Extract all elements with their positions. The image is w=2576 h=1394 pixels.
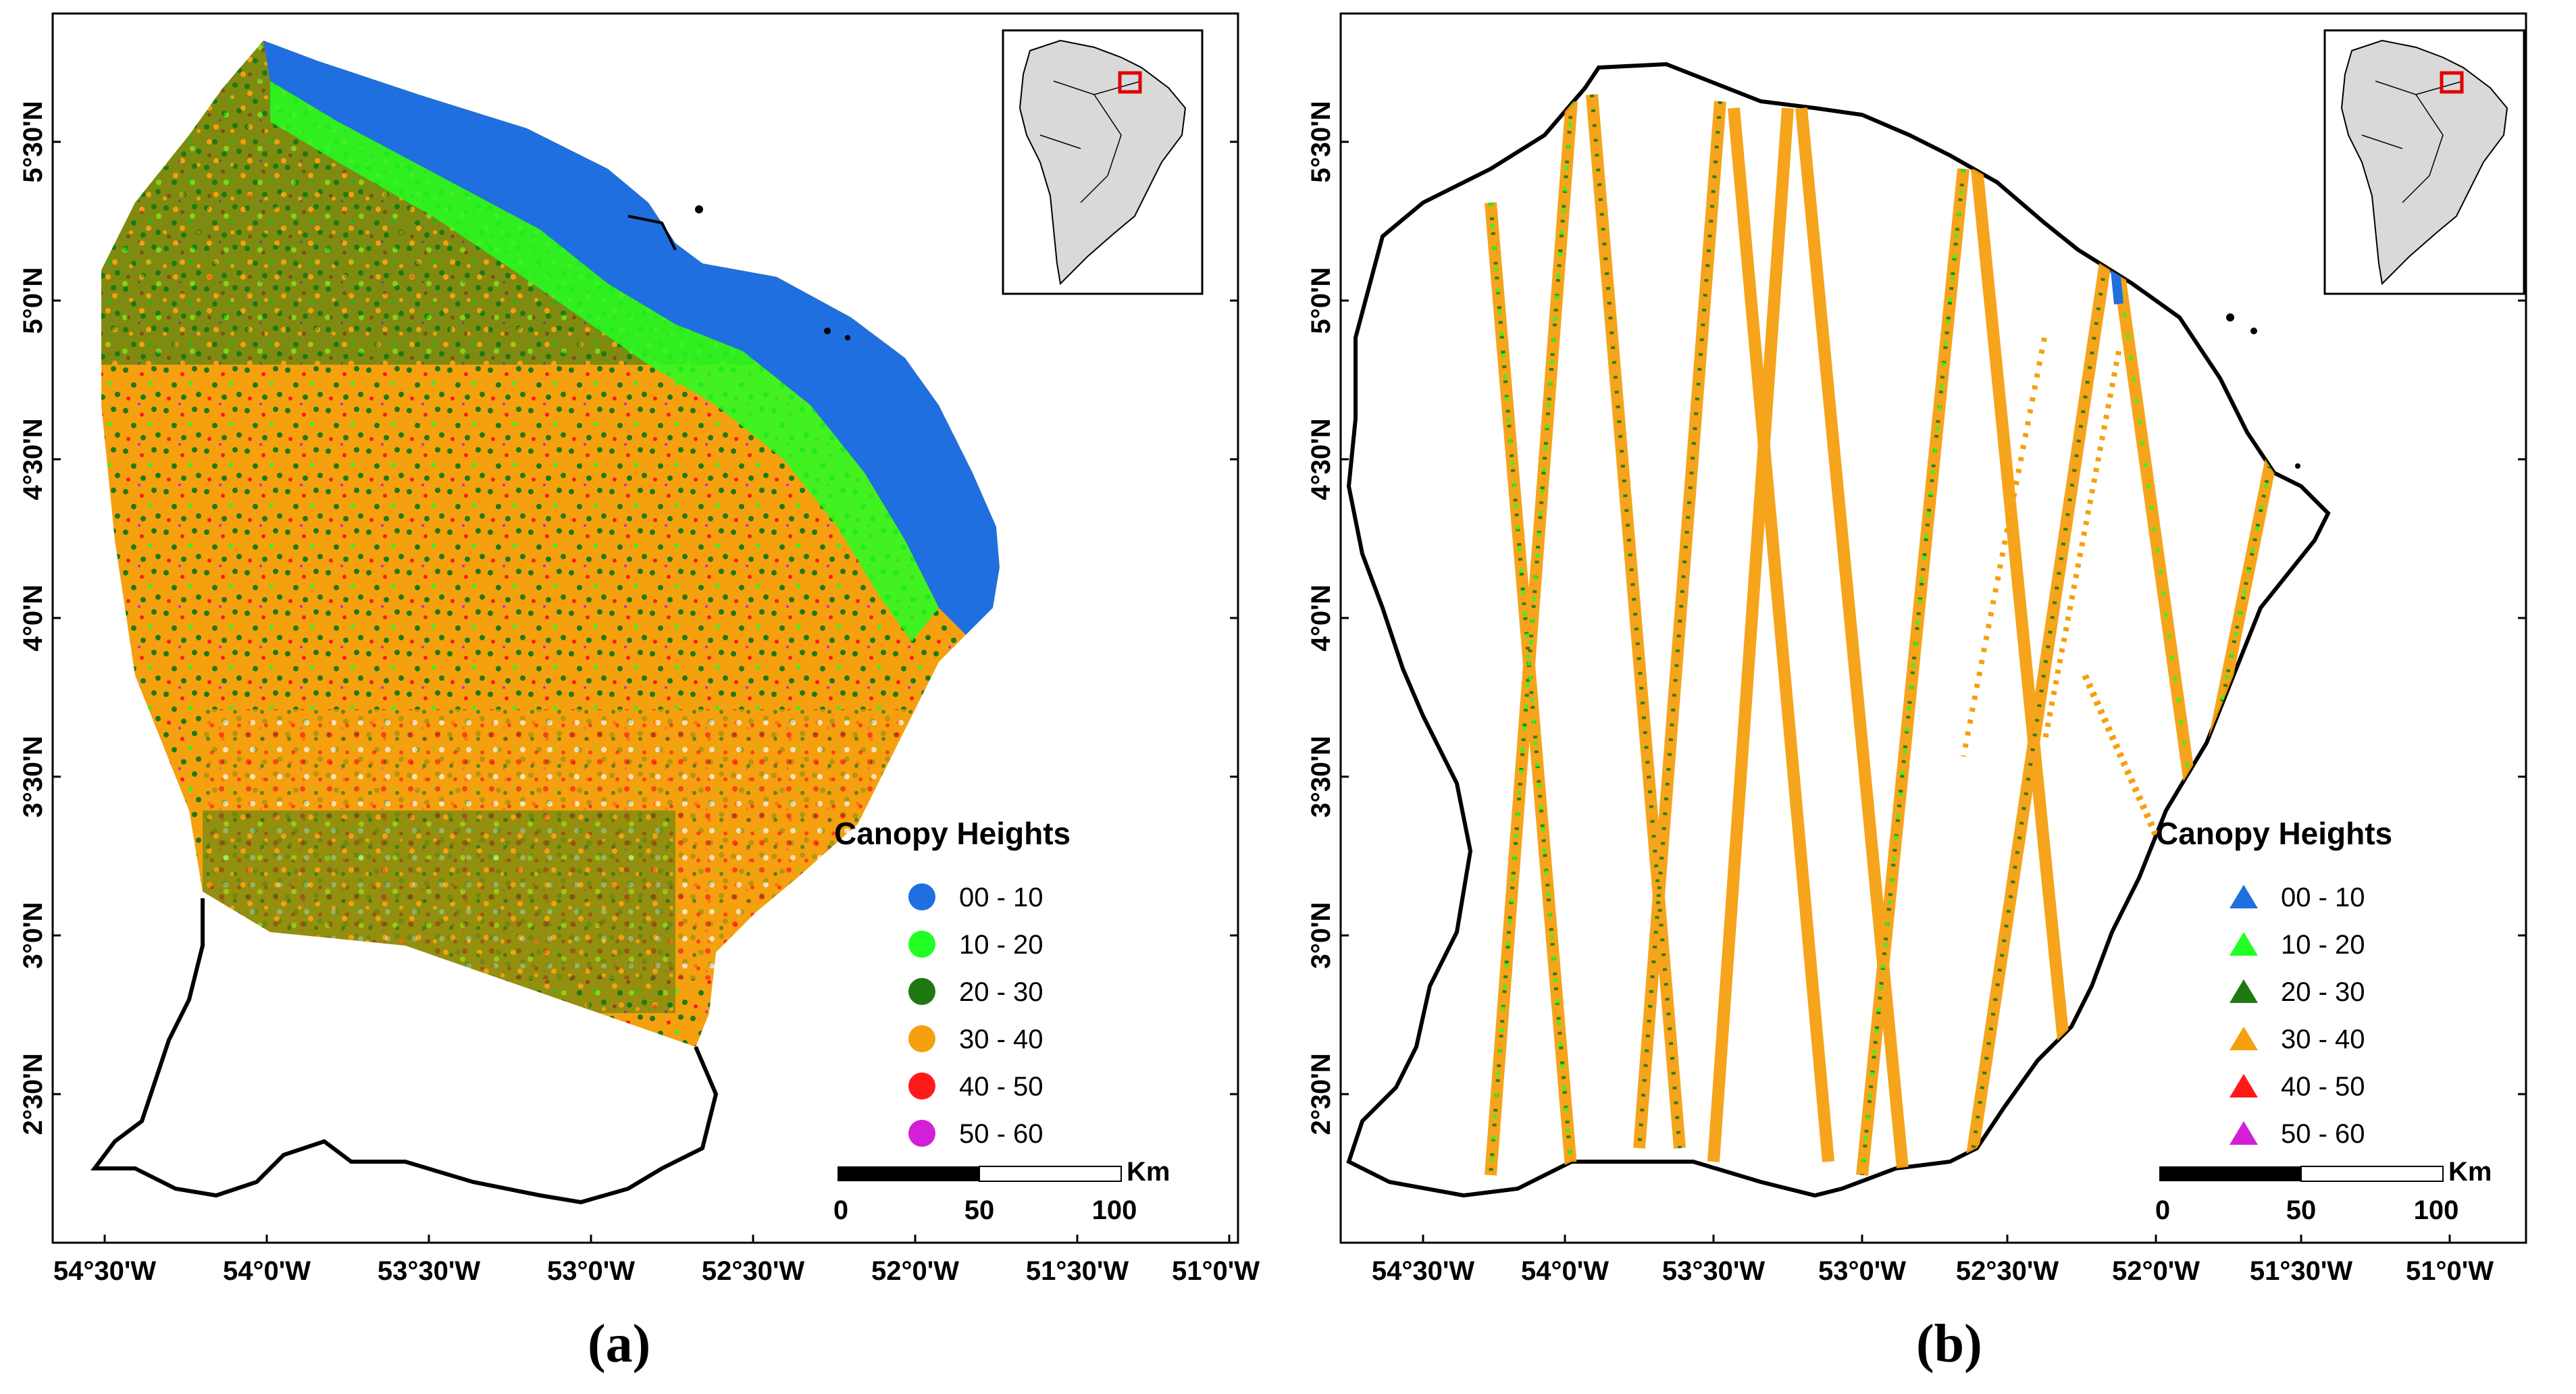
scale-tick: 100	[2414, 1195, 2459, 1225]
legend-marker	[2230, 1121, 2258, 1145]
lat-label: 4°30'N	[18, 418, 48, 500]
legend-marker	[2230, 885, 2258, 908]
panel-a-svg: 5°30'N 5°0'N 4°30'N 4°0'N 3°30'N 3°0'N 2…	[18, 12, 1260, 1286]
lon-label: 53°0'W	[1818, 1256, 1906, 1286]
lon-label: 53°0'W	[547, 1256, 635, 1286]
legend-marker	[2230, 979, 2258, 1003]
legend-item-label: 00 - 10	[959, 883, 1044, 912]
panel-a: 5°30'N 5°0'N 4°30'N 4°0'N 3°30'N 3°0'N 2…	[18, 12, 1260, 1374]
legend-title: Canopy Heights	[2156, 816, 2392, 851]
south-america-shape	[1019, 39, 1187, 286]
legend-marker	[908, 883, 935, 910]
scale-tick: 0	[2155, 1195, 2170, 1225]
lon-label: 52°30'W	[1956, 1256, 2059, 1286]
legend-title: Canopy Heights	[834, 816, 1071, 851]
inset-map	[1002, 29, 1204, 295]
legend-marker	[908, 931, 935, 958]
legend-item-label: 20 - 30	[959, 977, 1044, 1007]
legend-item-label: 30 - 40	[2281, 1025, 2365, 1054]
lon-label: 52°0'W	[2112, 1256, 2200, 1286]
south-america-shape	[2340, 39, 2508, 286]
legend-marker	[908, 1120, 935, 1147]
panel-b-svg: 5°30'N 5°0'N 4°30'N 4°0'N 3°30'N 3°0'N 2…	[1306, 12, 2527, 1286]
longitude-axis: 54°30'W 54°0'W 53°30'W 53°0'W 52°30'W 52…	[53, 1235, 1260, 1286]
legend: Canopy Heights 00 - 10 10 - 20 20 - 30 3…	[2156, 816, 2392, 1149]
legend-item-label: 10 - 20	[959, 930, 1044, 960]
scale-unit: Km	[2448, 1157, 2492, 1187]
lon-label: 51°0'W	[1172, 1256, 1260, 1286]
latitude-axis: 5°30'N 5°0'N 4°30'N 4°0'N 3°30'N 3°0'N 2…	[1306, 101, 2526, 1135]
lat-label: 2°30'N	[1306, 1053, 1336, 1135]
legend-marker	[2230, 932, 2258, 956]
lat-label: 3°0'N	[1306, 902, 1336, 969]
latitude-axis: 5°30'N 5°0'N 4°30'N 4°0'N 3°30'N 3°0'N 2…	[18, 101, 1238, 1135]
lon-label: 51°0'W	[2406, 1256, 2494, 1286]
lon-label: 52°30'W	[702, 1256, 804, 1286]
legend-item-label: 00 - 10	[2281, 883, 2365, 912]
legend-item-label: 50 - 60	[2281, 1119, 2365, 1149]
inset-map	[2323, 29, 2525, 295]
scale-bar: Km 0 50 100	[2155, 1157, 2492, 1225]
scale-tick: 50	[964, 1195, 995, 1225]
lon-label: 53°30'W	[378, 1256, 480, 1286]
lat-label: 2°30'N	[18, 1053, 48, 1135]
lat-label: 3°30'N	[18, 735, 48, 817]
legend-marker	[2230, 1074, 2258, 1098]
lon-label: 53°30'W	[1662, 1256, 1765, 1286]
lat-label: 5°0'N	[1306, 267, 1336, 334]
scale-tick: 100	[1092, 1195, 1137, 1225]
lon-label: 54°30'W	[1372, 1256, 1474, 1286]
lon-label: 54°0'W	[223, 1256, 311, 1286]
lat-label: 5°30'N	[1306, 101, 1336, 182]
scale-unit: Km	[1127, 1157, 1170, 1187]
lon-label: 52°0'W	[871, 1256, 959, 1286]
legend-item-label: 10 - 20	[2281, 930, 2365, 960]
lon-label: 51°30'W	[1026, 1256, 1129, 1286]
lat-label: 5°30'N	[18, 101, 48, 182]
lat-label: 3°0'N	[18, 902, 48, 969]
study-area-highlight	[2440, 71, 2464, 94]
scale-tick: 0	[833, 1195, 848, 1225]
lon-label: 54°0'W	[1521, 1256, 1609, 1286]
longitude-axis: 54°30'W 54°0'W 53°30'W 53°0'W 52°30'W 52…	[1372, 1235, 2494, 1286]
legend-item-label: 40 - 50	[2281, 1072, 2365, 1102]
lat-label: 4°0'N	[1306, 585, 1336, 652]
legend-marker	[2230, 1027, 2258, 1050]
lon-label: 51°30'W	[2250, 1256, 2352, 1286]
country-outline	[1346, 61, 2331, 1198]
lat-label: 5°0'N	[18, 267, 48, 334]
legend-item-label: 50 - 60	[959, 1119, 1044, 1149]
panel-b: 5°30'N 5°0'N 4°30'N 4°0'N 3°30'N 3°0'N 2…	[1288, 0, 2576, 1394]
legend-marker	[908, 1073, 935, 1100]
panel-label: (a)	[588, 1314, 651, 1374]
panel-label: (b)	[1916, 1314, 1982, 1374]
legend-item-label: 20 - 30	[2281, 977, 2365, 1007]
legend: Canopy Heights 00 - 10 10 - 20 20 - 30 3…	[834, 816, 1071, 1149]
lat-label: 3°30'N	[1306, 735, 1336, 817]
lat-label: 4°30'N	[1306, 418, 1336, 500]
scale-bar: Km 0 50 100	[833, 1157, 1170, 1225]
legend-marker	[908, 978, 935, 1005]
scale-tick: 50	[2286, 1195, 2317, 1225]
lidar-footprint-tracks	[1485, 94, 2328, 1176]
study-area-highlight	[1118, 71, 1142, 94]
lat-label: 4°0'N	[18, 585, 48, 652]
lon-label: 54°30'W	[53, 1256, 156, 1286]
country-outline	[91, 898, 719, 1205]
legend-item-label: 40 - 50	[959, 1072, 1044, 1102]
legend-item-label: 30 - 40	[959, 1025, 1044, 1054]
legend-marker	[908, 1025, 935, 1052]
